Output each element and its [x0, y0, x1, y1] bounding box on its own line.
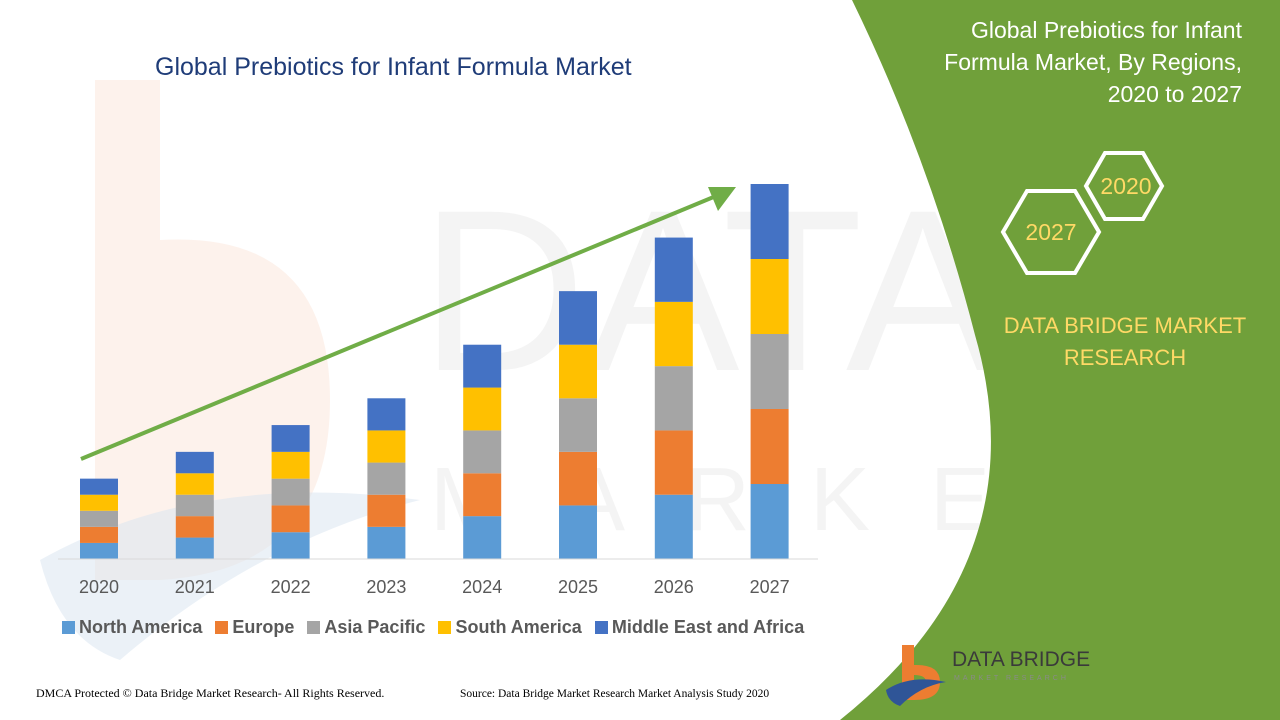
bar-2024-middle-east-and-africa [463, 344, 502, 388]
bar-2023-south-america [367, 430, 406, 463]
legend-item-asia-pacific: Asia Pacific [307, 617, 425, 638]
chart-title: Global Prebiotics for Infant Formula Mar… [155, 53, 632, 81]
bar-2022-middle-east-and-africa [271, 425, 310, 452]
bar-2025-north-america [559, 505, 597, 559]
source-footer: Source: Data Bridge Market Research Mark… [460, 688, 770, 700]
brand-line2: RESEARCH [1063, 345, 1187, 370]
panel-title-line2: Formula Market, By Regions, [944, 49, 1242, 75]
bar-2020-north-america [80, 542, 118, 559]
legend-swatch [62, 621, 75, 634]
legend-swatch [215, 621, 229, 634]
bar-2027-asia-pacific [750, 334, 789, 409]
legend-item-middle-east-and-africa: Middle East and Africa [594, 617, 805, 638]
bar-2020-south-america [80, 494, 118, 511]
x-tick-label-2020: 2020 [79, 577, 119, 597]
x-tick-label-2027: 2027 [750, 577, 790, 597]
bar-2027-north-america [750, 484, 789, 559]
legend-item-north-america: North America [62, 617, 202, 638]
bar-2020-europe [80, 526, 118, 543]
hex-label-2020: 2020 [1100, 173, 1152, 199]
legend-swatch [307, 621, 321, 634]
bar-2024-asia-pacific [463, 430, 502, 474]
chart-legend: North America Europe Asia Pacific South Ame… [62, 617, 804, 638]
legend-item-south-america: South America [438, 617, 582, 638]
hex-outline-2020 [1083, 151, 1165, 221]
green-panel-shape [840, 0, 1280, 720]
x-tick-label-2022: 2022 [271, 577, 311, 597]
panel-title-line1: Global Prebiotics for Infant [970, 17, 1242, 43]
x-tick-label-2021: 2021 [175, 577, 215, 597]
bar-2026-middle-east-and-africa [654, 237, 693, 302]
bar-2021-north-america [175, 537, 214, 559]
hex-label-2027: 2027 [1025, 219, 1077, 245]
bar-2022-south-america [271, 451, 310, 479]
bar-2020-asia-pacific [80, 510, 118, 527]
bar-2021-middle-east-and-africa [175, 451, 214, 474]
bar-2024-north-america [463, 516, 502, 559]
legend-swatch [594, 621, 608, 634]
trend-arrow-line [80, 194, 717, 461]
legend-swatch [438, 621, 452, 634]
bar-2025-south-america [559, 344, 597, 399]
bar-2022-north-america [271, 532, 310, 559]
bar-2020-middle-east-and-africa [80, 478, 118, 495]
x-tick-label-2026: 2026 [654, 577, 694, 597]
logo-text: DATA BRIDGE [952, 648, 1091, 671]
bar-2025-asia-pacific [559, 398, 597, 452]
bar-2022-europe [271, 505, 310, 533]
logo-swoosh [886, 679, 946, 706]
bar-2027-europe [750, 409, 789, 484]
bar-2023-asia-pacific [367, 462, 406, 495]
bar-2026-south-america [654, 301, 693, 367]
legend-label: North America [79, 617, 203, 637]
x-tick-labels: 2020 2021 2022 2023 2024 2025 2026 2027 [79, 577, 790, 597]
bar-2023-europe [367, 494, 406, 527]
copyright-footer: DMCA Protected © Data Bridge Market Rese… [36, 686, 385, 700]
data-bridge-logo-icon [886, 645, 946, 706]
panel-title: Global Prebiotics for Infant Formula Mar… [882, 14, 1242, 110]
legend-label: Middle East and Africa [611, 617, 805, 637]
bar-2021-south-america [175, 473, 214, 495]
bar-2027-south-america [750, 259, 789, 334]
trend-arrow [80, 187, 736, 461]
bar-2026-asia-pacific [654, 366, 693, 431]
bar-2021-europe [175, 516, 214, 538]
bar-2022-asia-pacific [271, 478, 310, 506]
panel-title-line3: 2020 to 2027 [1107, 81, 1242, 107]
bar-2024-south-america [463, 387, 502, 431]
bars-group [80, 184, 789, 559]
bar-2024-europe [463, 473, 502, 517]
brand-name-panel: DATA BRIDGE MARKET RESEARCH [990, 310, 1260, 374]
legend-item-europe: Europe [215, 617, 294, 638]
legend-label: Asia Pacific [324, 617, 426, 637]
bar-2021-asia-pacific [175, 494, 214, 517]
x-tick-label-2023: 2023 [366, 577, 406, 597]
legend-label: Europe [232, 617, 295, 637]
bar-2025-europe [559, 451, 597, 506]
legend-label: South America [455, 617, 582, 637]
bar-2027-middle-east-and-africa [750, 184, 789, 259]
bar-2023-middle-east-and-africa [367, 398, 406, 431]
bar-2026-europe [654, 430, 693, 495]
bar-2025-middle-east-and-africa [559, 291, 597, 345]
logo-subtext: MARKET RESEARCH [954, 675, 1069, 682]
hex-outline-2027 [1000, 189, 1102, 275]
trend-arrow-head [708, 187, 736, 211]
brand-line1: DATA BRIDGE MARKET [1003, 313, 1247, 338]
bar-2026-north-america [654, 494, 693, 559]
bar-2023-north-america [367, 526, 406, 559]
x-tick-label-2024: 2024 [462, 577, 502, 597]
x-tick-label-2025: 2025 [558, 577, 598, 597]
